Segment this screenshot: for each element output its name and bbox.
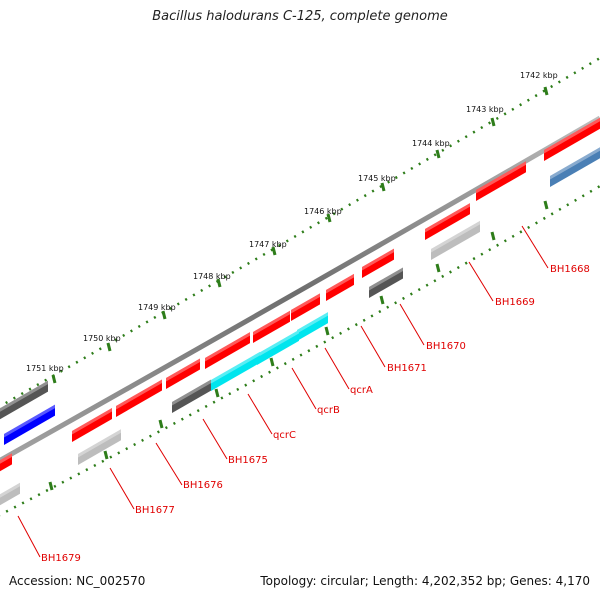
gene-feature-highlight [550, 147, 600, 180]
gene-feature [326, 273, 354, 301]
gene-feature-highlight [0, 380, 48, 412]
gene-feature-highlight [0, 453, 12, 464]
outer-major-ticks [51, 86, 549, 384]
map-title: Bacillus halodurans C-125, complete geno… [152, 9, 448, 24]
gene-feature-highlight [544, 117, 600, 154]
gene-label-bh1675: BH1675 [228, 455, 268, 466]
kbp-label: 1745 kbp [358, 174, 396, 183]
gene-feature [253, 310, 290, 343]
gene-feature-highlight [425, 203, 470, 233]
gene-feature-highlight [78, 429, 121, 458]
kbp-label: 1749 kbp [138, 303, 176, 312]
gene-feature-highlight [362, 248, 394, 271]
gene-feature-highlight [166, 358, 200, 382]
gene-feature [72, 408, 112, 442]
gene-feature-highlight [116, 379, 162, 410]
kbp-labels: 1742 kbp 1743 kbp 1744 kbp 1745 kbp 1746… [26, 71, 558, 373]
gene-label-qcrb: qcrB [317, 405, 340, 416]
gene-label-qcra: qcrA [350, 385, 373, 396]
inner-major-ticks [48, 200, 549, 491]
accession-text: Accession: NC_002570 [9, 574, 146, 588]
kbp-label: 1742 kbp [520, 71, 558, 80]
gene-feature-highlight [369, 267, 403, 291]
gene-feature-highlight [257, 329, 299, 358]
gene-feature-highlight [431, 220, 480, 253]
gene-feature [550, 147, 600, 187]
gene-label-bh1668: BH1668 [550, 264, 590, 275]
gene-label-bh1671: BH1671 [387, 363, 427, 374]
gene-labels: BH1668 BH1669 BH1670 BH1671 qcrA qcrB qc… [41, 264, 590, 564]
gene-feature-highlight [297, 312, 328, 334]
gene-feature [369, 267, 403, 298]
kbp-label: 1747 kbp [249, 240, 287, 249]
gene-label-bh1670: BH1670 [426, 341, 466, 352]
gene-feature-highlight [211, 351, 260, 384]
kbp-label: 1744 kbp [412, 139, 450, 148]
gene-label-bh1679: BH1679 [41, 553, 81, 564]
gene-feature [4, 404, 55, 445]
gene-feature [205, 332, 250, 369]
gene-feature [116, 379, 162, 417]
gene-feature-highlight [476, 161, 526, 194]
gene-features [0, 117, 600, 506]
label-leaders [17, 225, 549, 558]
gene-feature-highlight [172, 379, 211, 406]
genome-backbone [0, 115, 600, 464]
gene-feature [211, 351, 260, 391]
gene-feature [0, 453, 12, 472]
gene-feature [425, 203, 470, 240]
gene-feature-highlight [326, 273, 354, 294]
kbp-label: 1746 kbp [304, 207, 342, 216]
gene-label-bh1669: BH1669 [495, 297, 535, 308]
topology-text: Topology: circular; Length: 4,202,352 bp… [260, 574, 590, 588]
gene-feature [0, 380, 48, 420]
gene-feature-highlight [205, 332, 250, 362]
kbp-label: 1750 kbp [83, 334, 121, 343]
gene-feature [362, 248, 394, 278]
outer-ruler [0, 56, 600, 408]
gene-feature-highlight [291, 293, 320, 314]
gene-feature [0, 482, 20, 506]
gene-feature [166, 358, 200, 389]
gene-feature [291, 293, 320, 321]
kbp-label: 1751 kbp [26, 364, 64, 373]
gene-label-bh1676: BH1676 [183, 480, 223, 491]
kbp-label: 1743 kbp [466, 105, 504, 114]
gene-label-qcrc: qcrC [273, 430, 296, 441]
gene-feature [172, 379, 211, 413]
inner-ruler [0, 184, 600, 517]
gene-feature [431, 220, 480, 260]
gene-label-bh1677: BH1677 [135, 505, 175, 516]
gene-feature [544, 117, 600, 161]
gene-feature-highlight [253, 310, 290, 336]
gene-feature-highlight [4, 404, 55, 438]
gene-feature [78, 429, 121, 465]
gene-feature-highlight [0, 482, 20, 498]
gene-feature-highlight [72, 408, 112, 435]
gene-feature [297, 312, 328, 341]
gene-feature [257, 329, 299, 365]
kbp-label: 1748 kbp [193, 272, 231, 281]
gene-feature [476, 161, 526, 201]
